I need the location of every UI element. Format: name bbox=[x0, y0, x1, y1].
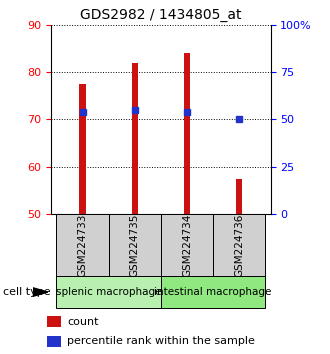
Text: count: count bbox=[67, 317, 98, 327]
Text: GSM224734: GSM224734 bbox=[182, 213, 192, 277]
Text: GSM224736: GSM224736 bbox=[234, 213, 244, 277]
Bar bbox=[56, 214, 109, 276]
Title: GDS2982 / 1434805_at: GDS2982 / 1434805_at bbox=[80, 8, 242, 22]
Bar bbox=[184, 53, 190, 214]
Bar bbox=[161, 214, 213, 276]
Bar bbox=[56, 276, 161, 308]
Bar bbox=[48, 336, 61, 347]
Bar bbox=[161, 276, 265, 308]
Text: intestinal macrophage: intestinal macrophage bbox=[154, 287, 272, 297]
Text: percentile rank within the sample: percentile rank within the sample bbox=[67, 336, 255, 346]
Polygon shape bbox=[33, 288, 48, 296]
Text: splenic macrophage: splenic macrophage bbox=[56, 287, 161, 297]
Text: GSM224735: GSM224735 bbox=[130, 213, 140, 277]
Bar bbox=[132, 63, 138, 214]
Text: GSM224733: GSM224733 bbox=[78, 213, 87, 277]
Bar bbox=[48, 316, 61, 327]
Bar bbox=[79, 84, 85, 214]
Bar bbox=[236, 179, 242, 214]
Text: cell type: cell type bbox=[3, 287, 51, 297]
Bar bbox=[109, 214, 161, 276]
Bar bbox=[213, 214, 265, 276]
